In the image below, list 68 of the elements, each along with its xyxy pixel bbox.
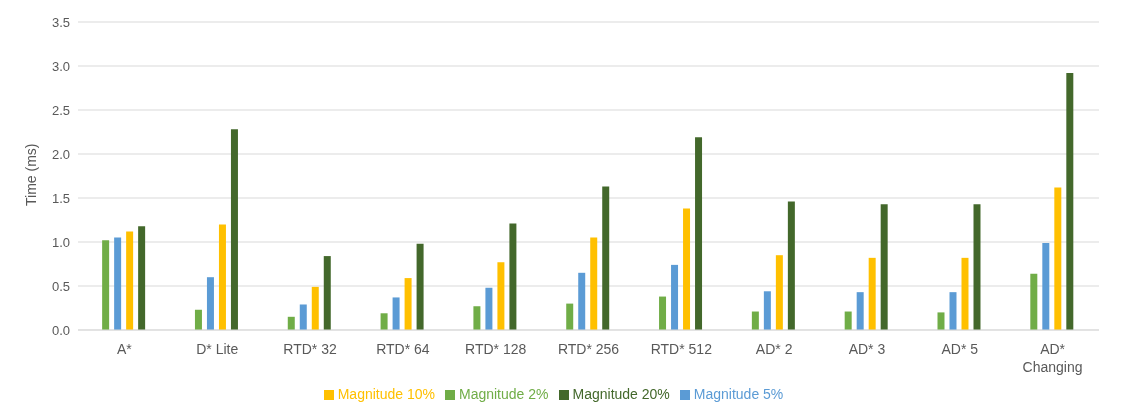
bar xyxy=(775,255,783,330)
bar xyxy=(497,262,505,330)
x-tick-label: AD* Changing xyxy=(1022,341,1083,375)
bar xyxy=(1042,242,1050,330)
bar xyxy=(751,311,759,330)
x-tick-label: AD* 3 xyxy=(848,341,886,357)
bar xyxy=(671,264,679,330)
bar xyxy=(102,240,110,330)
bar xyxy=(566,303,574,330)
y-tick-label: 3.5 xyxy=(51,14,70,30)
x-tick-label: RTD* 32 xyxy=(283,341,337,357)
y-tick-label: 2.5 xyxy=(51,102,70,118)
bar xyxy=(590,237,598,330)
bar xyxy=(392,297,400,330)
bar xyxy=(973,204,981,330)
bar xyxy=(485,287,493,330)
bar xyxy=(683,208,691,330)
x-tick-label: D* Lite xyxy=(196,341,239,357)
bar xyxy=(659,296,667,330)
bar xyxy=(1066,73,1074,330)
bar xyxy=(509,223,517,330)
x-tick-label: AD* 2 xyxy=(755,341,793,357)
x-tick-label: RTD* 64 xyxy=(376,341,430,357)
x-tick-label: AD* 5 xyxy=(941,341,979,357)
bar xyxy=(404,278,412,330)
legend-label: Magnitude 2% xyxy=(458,386,549,402)
bar xyxy=(114,237,122,330)
bar xyxy=(138,226,146,330)
x-tick-label: RTD* 256 xyxy=(557,341,620,357)
bar xyxy=(856,292,864,330)
bar xyxy=(578,272,586,330)
bar xyxy=(473,306,481,330)
bar xyxy=(868,257,876,330)
bar xyxy=(323,256,331,330)
bar xyxy=(602,186,610,330)
bar xyxy=(961,257,969,330)
legend-label: Magnitude 5% xyxy=(693,386,784,402)
bar xyxy=(880,204,888,330)
bar xyxy=(194,309,202,330)
y-tick-label: 1.5 xyxy=(51,190,70,206)
bar xyxy=(218,224,226,330)
bar xyxy=(126,231,134,330)
bar xyxy=(206,277,214,330)
legend-label: Magnitude 20% xyxy=(572,386,670,402)
bar xyxy=(287,316,295,330)
bar xyxy=(1030,273,1038,330)
bar xyxy=(311,286,319,330)
bar xyxy=(787,201,795,330)
x-tick-label: A* xyxy=(117,341,133,357)
y-tick-label: 0.5 xyxy=(51,278,70,294)
bar xyxy=(763,291,771,330)
y-axis-title: Time (ms) xyxy=(22,143,39,206)
bar xyxy=(299,304,307,330)
bar xyxy=(937,312,945,330)
x-tick-label: RTD* 512 xyxy=(650,341,713,357)
bar xyxy=(416,243,424,330)
bar xyxy=(230,129,238,330)
bar xyxy=(949,292,957,330)
x-tick-label: RTD* 128 xyxy=(465,341,527,357)
y-tick-label: 0.0 xyxy=(51,322,70,338)
bar xyxy=(380,313,388,330)
bar xyxy=(1054,187,1062,330)
y-tick-label: 1.0 xyxy=(51,234,70,250)
y-tick-label: 2.0 xyxy=(51,146,70,162)
bar xyxy=(695,137,703,330)
legend-label: Magnitude 10% xyxy=(337,386,435,402)
y-tick-label: 3.0 xyxy=(51,58,70,74)
bar xyxy=(844,311,852,330)
